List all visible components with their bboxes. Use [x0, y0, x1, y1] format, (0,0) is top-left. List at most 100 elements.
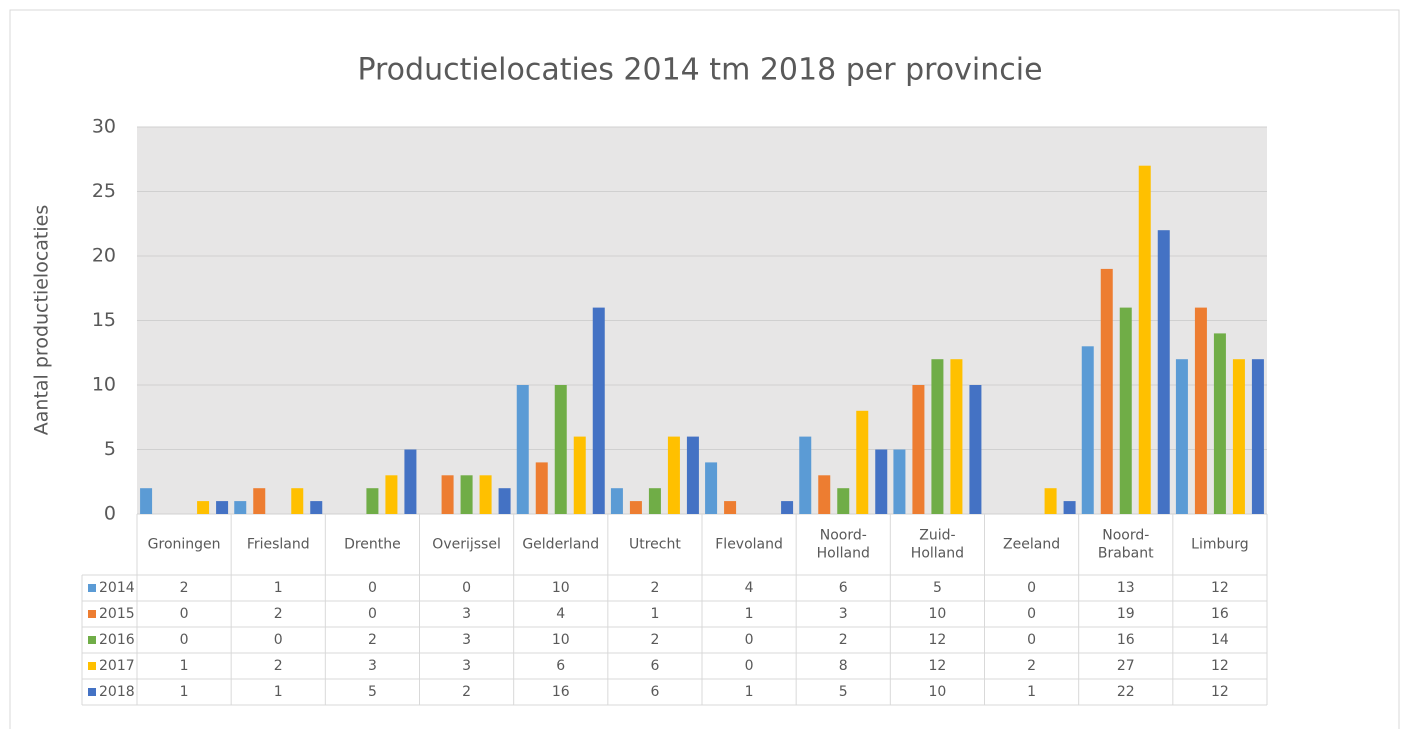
bar: [856, 410, 869, 514]
table-value: 0: [180, 606, 189, 622]
table-value: 16: [552, 684, 570, 700]
bar: [1232, 359, 1245, 514]
table-value: 16: [1117, 632, 1135, 648]
bar: [140, 488, 153, 514]
legend-key: [88, 636, 96, 644]
legend-label: 2018: [99, 684, 135, 700]
bar: [705, 462, 718, 514]
y-tick-label: 25: [92, 180, 116, 202]
x-tick-label: Noord-Holland: [817, 528, 870, 562]
y-tick-label: 0: [104, 503, 116, 525]
table-value: 5: [933, 580, 942, 596]
table-value: 12: [1211, 658, 1229, 674]
bar: [969, 385, 982, 514]
bar: [573, 436, 586, 514]
table-value: 2: [839, 632, 848, 648]
table-value: 12: [929, 632, 947, 648]
x-tick-label: Limburg: [1191, 537, 1248, 553]
bar: [950, 359, 963, 514]
x-tick-label: Friesland: [247, 537, 310, 553]
table-value: 13: [1117, 580, 1135, 596]
bar: [931, 359, 944, 514]
table-value: 4: [745, 580, 754, 596]
x-tick-label: Flevoland: [715, 537, 783, 553]
legend-label: 2016: [99, 632, 135, 648]
table-value: 0: [368, 606, 377, 622]
table-value: 14: [1211, 632, 1229, 648]
legend-key: [88, 688, 96, 696]
bar: [1157, 230, 1170, 514]
bar: [234, 501, 247, 514]
table-value: 6: [839, 580, 848, 596]
table-value: 10: [929, 684, 947, 700]
bar: [667, 436, 680, 514]
bar: [818, 475, 831, 514]
bar: [875, 449, 888, 514]
bar: [1044, 488, 1057, 514]
table-value: 0: [462, 580, 471, 596]
table-value: 0: [1027, 606, 1036, 622]
table-value: 10: [552, 580, 570, 596]
table-value: 2: [368, 632, 377, 648]
bar: [610, 488, 623, 514]
x-tick-label: Zuid-Holland: [911, 528, 964, 562]
table-value: 8: [839, 658, 848, 674]
table-value: 0: [1027, 580, 1036, 596]
bar: [197, 501, 210, 514]
legend-label: 2017: [99, 658, 135, 674]
y-tick-label: 15: [92, 309, 116, 331]
bar: [1194, 307, 1207, 514]
bar: [629, 501, 642, 514]
bar: [1081, 346, 1094, 514]
table-value: 0: [180, 632, 189, 648]
table-value: 0: [1027, 632, 1036, 648]
bar: [291, 488, 304, 514]
table-value: 1: [1027, 684, 1036, 700]
table-value: 5: [839, 684, 848, 700]
bar: [592, 307, 605, 514]
table-value: 10: [552, 632, 570, 648]
bar: [781, 501, 794, 514]
table-value: 1: [745, 606, 754, 622]
table-value: 27: [1117, 658, 1135, 674]
y-tick-label: 30: [92, 116, 116, 138]
table-value: 12: [1211, 580, 1229, 596]
table-value: 1: [180, 658, 189, 674]
table-value: 22: [1117, 684, 1135, 700]
bar: [1251, 359, 1264, 514]
table-value: 1: [650, 606, 659, 622]
bar: [912, 385, 925, 514]
table-value: 19: [1117, 606, 1135, 622]
bar: [516, 385, 529, 514]
table-value: 12: [1211, 684, 1229, 700]
x-tick-label: Utrecht: [629, 537, 681, 553]
table-value: 1: [274, 580, 283, 596]
bar: [366, 488, 379, 514]
table-value: 2: [274, 606, 283, 622]
y-axis-label: Aantal productielocaties: [31, 205, 53, 435]
table-value: 3: [462, 606, 471, 622]
table-value: 2: [462, 684, 471, 700]
table-value: 4: [556, 606, 565, 622]
y-tick-label: 5: [104, 438, 116, 460]
x-tick-label: Zeeland: [1003, 537, 1060, 553]
bar: [554, 385, 567, 514]
y-tick-label: 10: [92, 374, 116, 396]
table-value: 1: [180, 684, 189, 700]
table-value: 6: [650, 684, 659, 700]
x-tick-label: Drenthe: [344, 537, 401, 553]
bar: [535, 462, 548, 514]
table-value: 1: [274, 684, 283, 700]
legend-label: 2014: [99, 580, 135, 596]
bar: [1119, 307, 1132, 514]
table-value: 2: [1027, 658, 1036, 674]
bar: [498, 488, 511, 514]
table-value: 0: [745, 658, 754, 674]
legend-key: [88, 610, 96, 618]
table-value: 0: [745, 632, 754, 648]
table-value: 2: [650, 632, 659, 648]
bar: [404, 449, 417, 514]
x-tick-label: Noord-Brabant: [1098, 528, 1154, 562]
table-value: 3: [368, 658, 377, 674]
